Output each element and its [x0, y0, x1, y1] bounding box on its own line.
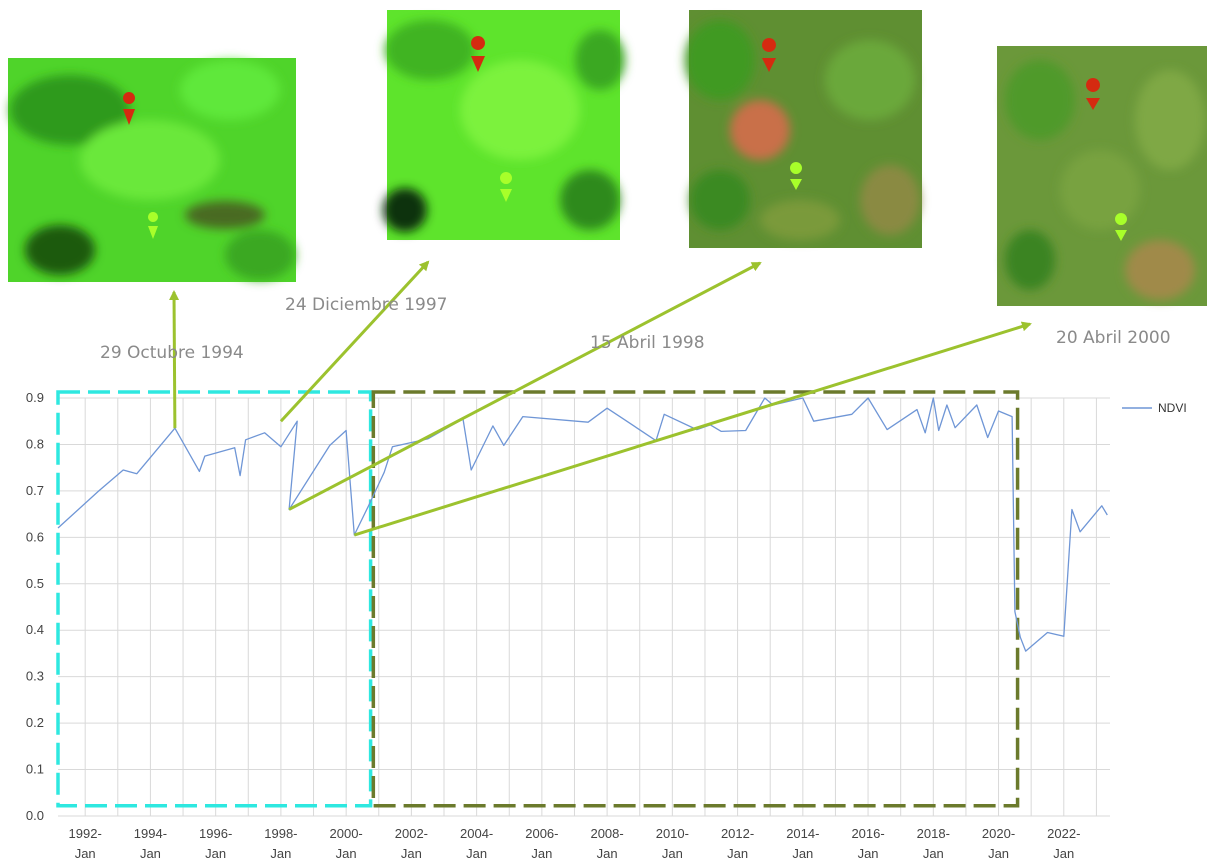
x-tick-label: Jan: [336, 846, 357, 861]
x-tick-label: Jan: [270, 846, 291, 861]
x-tick-label: Jan: [597, 846, 618, 861]
green-location-marker: [148, 212, 159, 239]
x-tick-label: Jan: [662, 846, 683, 861]
y-tick-label: 0.3: [26, 669, 44, 684]
y-tick-label: 0.5: [26, 576, 44, 591]
red-location-marker: [762, 38, 777, 72]
x-tick-label: 2000-: [330, 826, 363, 841]
x-tick-label: 2020-: [982, 826, 1015, 841]
x-tick-label: Jan: [858, 846, 879, 861]
annotation-arrows: [169, 260, 1032, 537]
annotation-label-1994: 29 Octubre 1994: [100, 343, 244, 363]
y-tick-label: 0.7: [26, 483, 44, 498]
y-tick-label: 0.8: [26, 436, 44, 451]
y-tick-label: 0.4: [26, 622, 44, 637]
annotation-label-1998: 15 Abril 1998: [590, 333, 705, 353]
annotation-arrow: [279, 260, 430, 423]
x-tick-label: Jan: [205, 846, 226, 861]
x-tick-label: Jan: [401, 846, 422, 861]
series-line-ndvi: [57, 397, 1108, 652]
x-tick-label: Jan: [923, 846, 944, 861]
olive-dashed-box: [371, 390, 1020, 808]
y-tick-label: 0.2: [26, 715, 44, 730]
y-axis-ticks: 0.0 0.1 0.2 0.3 0.4 0.5 0.6 0.7 0.8 0.9: [26, 390, 44, 823]
x-tick-label: 2008-: [590, 826, 623, 841]
x-tick-label: 2010-: [656, 826, 689, 841]
legend-label-ndvi: NDVI: [1158, 401, 1187, 415]
x-tick-label: 2014-: [786, 826, 819, 841]
chart-legend: NDVI: [1122, 401, 1187, 415]
red-location-marker: [471, 36, 486, 72]
x-tick-label: Jan: [988, 846, 1009, 861]
annotation-arrow: [288, 261, 762, 511]
x-tick-label: 1998-: [264, 826, 297, 841]
annotation-arrow: [353, 321, 1032, 537]
x-tick-label: 1994-: [134, 826, 167, 841]
x-tick-label: 2022-: [1047, 826, 1080, 841]
x-tick-label: 2012-: [721, 826, 754, 841]
x-tick-label: Jan: [466, 846, 487, 861]
x-tick-label: 1996-: [199, 826, 232, 841]
thumbnail-1997: [383, 10, 625, 240]
thumbnail-2000: [997, 46, 1207, 306]
chart-series: [57, 397, 1108, 652]
red-location-marker: [123, 92, 136, 125]
cyan-dashed-box: [56, 390, 373, 808]
y-tick-label: 0.0: [26, 808, 44, 823]
green-location-marker: [790, 162, 803, 190]
x-tick-label: 2004-: [460, 826, 493, 841]
x-tick-label: Jan: [727, 846, 748, 861]
x-tick-label: Jan: [140, 846, 161, 861]
y-tick-label: 0.6: [26, 529, 44, 544]
highlight-regions: [56, 390, 1020, 808]
annotation-label-2000: 20 Abril 2000: [1056, 328, 1171, 348]
x-tick-label: 2006-: [525, 826, 558, 841]
y-tick-label: 0.1: [26, 762, 44, 777]
thumbnail-1994: [8, 58, 296, 282]
x-tick-label: 2002-: [395, 826, 428, 841]
thumbnail-1998: [685, 10, 922, 248]
green-location-marker: [1115, 212, 1128, 241]
chart-gridlines: [58, 397, 1110, 817]
green-location-marker: [500, 172, 513, 202]
annotation-label-1997: 24 Diciembre 1997: [285, 295, 447, 315]
x-tick-label: Jan: [75, 846, 96, 861]
x-tick-label: Jan: [531, 846, 552, 861]
annotation-arrow: [169, 290, 180, 429]
x-axis-ticks: 1992- Jan 1994- Jan 1996- Jan 1998- Jan 2000- Jan…: [69, 826, 1081, 861]
x-tick-label: 2018-: [917, 826, 950, 841]
y-tick-label: 0.9: [26, 390, 44, 405]
x-tick-label: 1992-: [69, 826, 102, 841]
x-tick-label: Jan: [792, 846, 813, 861]
x-tick-label: 2016-: [851, 826, 884, 841]
x-tick-label: Jan: [1053, 846, 1074, 861]
red-location-marker: [1086, 78, 1101, 110]
